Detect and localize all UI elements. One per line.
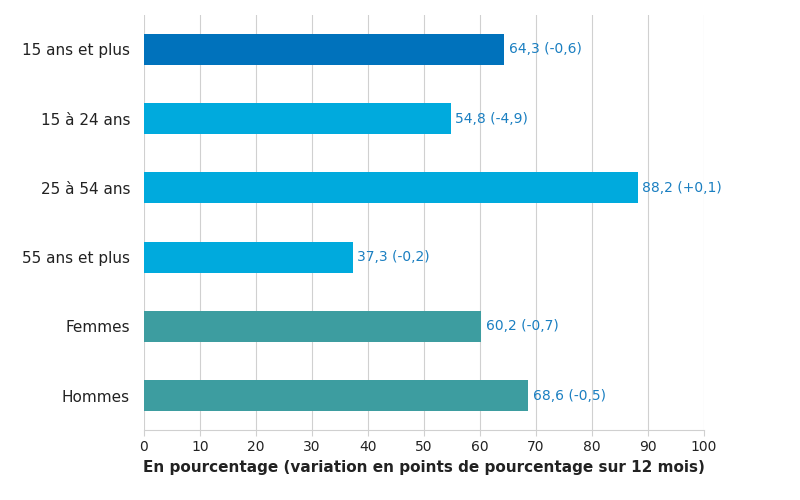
- Bar: [144, 311, 481, 342]
- Text: 68,6 (-0,5): 68,6 (-0,5): [533, 388, 606, 402]
- Text: 54,8 (-4,9): 54,8 (-4,9): [455, 112, 528, 126]
- Bar: [144, 103, 451, 134]
- Bar: [144, 380, 528, 411]
- Text: 60,2 (-0,7): 60,2 (-0,7): [486, 320, 558, 334]
- Bar: [144, 34, 504, 65]
- Bar: [144, 172, 638, 204]
- Bar: [144, 242, 353, 272]
- Text: 64,3 (-0,6): 64,3 (-0,6): [509, 42, 582, 56]
- Text: 37,3 (-0,2): 37,3 (-0,2): [358, 250, 430, 264]
- Text: 88,2 (+0,1): 88,2 (+0,1): [642, 181, 722, 195]
- X-axis label: En pourcentage (variation en points de pourcentage sur 12 mois): En pourcentage (variation en points de p…: [143, 460, 705, 475]
